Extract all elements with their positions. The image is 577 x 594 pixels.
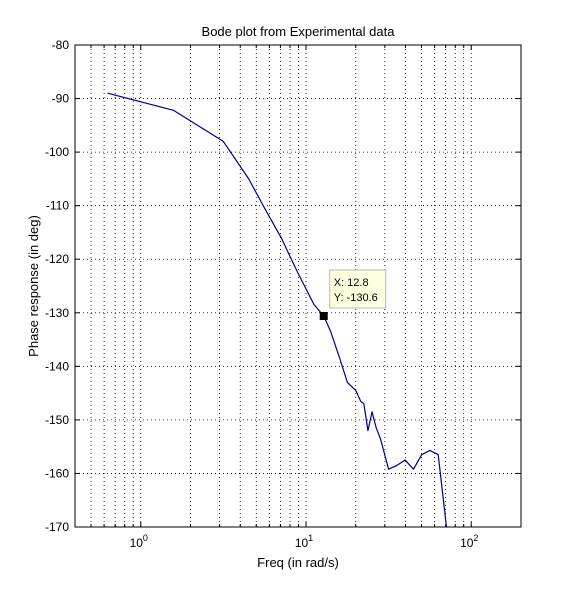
x-axis-label: Freq (in rad/s) bbox=[257, 555, 339, 570]
x-tick-label-base: 10 bbox=[130, 536, 144, 550]
x-tick-label-exponent: 1 bbox=[308, 533, 313, 543]
datatip-y-label: Y: -130.6 bbox=[334, 292, 378, 304]
x-tick-label-exponent: 2 bbox=[473, 533, 478, 543]
y-tick-label: -170 bbox=[45, 520, 69, 534]
datatip-x-label: X: 12.8 bbox=[334, 277, 369, 289]
x-tick-label-exponent: 0 bbox=[143, 533, 148, 543]
x-tick-label-base: 10 bbox=[460, 536, 474, 550]
y-tick-label: -130 bbox=[45, 306, 69, 320]
y-tick-label: -150 bbox=[45, 413, 69, 427]
datatip-marker[interactable] bbox=[320, 312, 328, 320]
y-tick-label: -140 bbox=[45, 359, 69, 373]
y-tick-label: -100 bbox=[45, 145, 69, 159]
y-axis-label: Phase response (in deg) bbox=[26, 215, 41, 357]
y-tick-label: -110 bbox=[46, 199, 69, 213]
y-tick-label: -90 bbox=[52, 92, 70, 106]
y-tick-label: -80 bbox=[52, 38, 70, 52]
x-tick-label-base: 10 bbox=[295, 536, 309, 550]
plot-area bbox=[75, 45, 521, 527]
y-tick-label: -160 bbox=[45, 466, 69, 480]
y-tick-label: -120 bbox=[45, 252, 69, 266]
chart-title: Bode plot from Experimental data bbox=[202, 24, 396, 39]
